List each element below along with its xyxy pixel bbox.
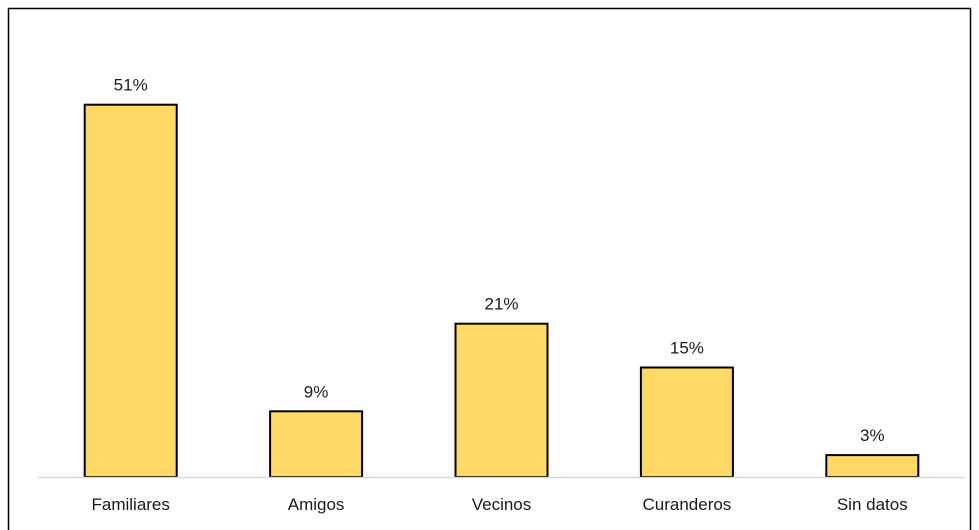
- x-tick-label-vecinos: Vecinos: [472, 495, 532, 514]
- bar-sin-datos: [825, 454, 920, 479]
- data-label-curanderos: 15%: [670, 339, 704, 358]
- x-tick-label-curanderos: Curanderos: [642, 495, 731, 514]
- bar-amigos: [269, 410, 364, 478]
- data-labels-layer: 51% 9% 21% 15% 3%: [114, 76, 885, 445]
- bar-vecinos: [454, 322, 549, 479]
- data-label-familiares: 51%: [114, 76, 148, 95]
- chart-border: [7, 7, 972, 530]
- x-tick-label-amigos: Amigos: [288, 495, 345, 514]
- data-label-amigos: 9%: [304, 382, 329, 401]
- bar-familiares: [83, 103, 178, 478]
- x-tick-label-familiares: Familiares: [91, 495, 169, 514]
- data-label-sin-datos: 3%: [860, 426, 885, 445]
- data-label-vecinos: 21%: [484, 295, 518, 314]
- bars-layer: [83, 103, 920, 479]
- bar-curanderos: [639, 366, 734, 478]
- x-tick-labels-layer: Familiares Amigos Vecinos Curanderos Sin dat…: [91, 495, 907, 514]
- x-tick-label-sin-datos: Sin datos: [837, 495, 908, 514]
